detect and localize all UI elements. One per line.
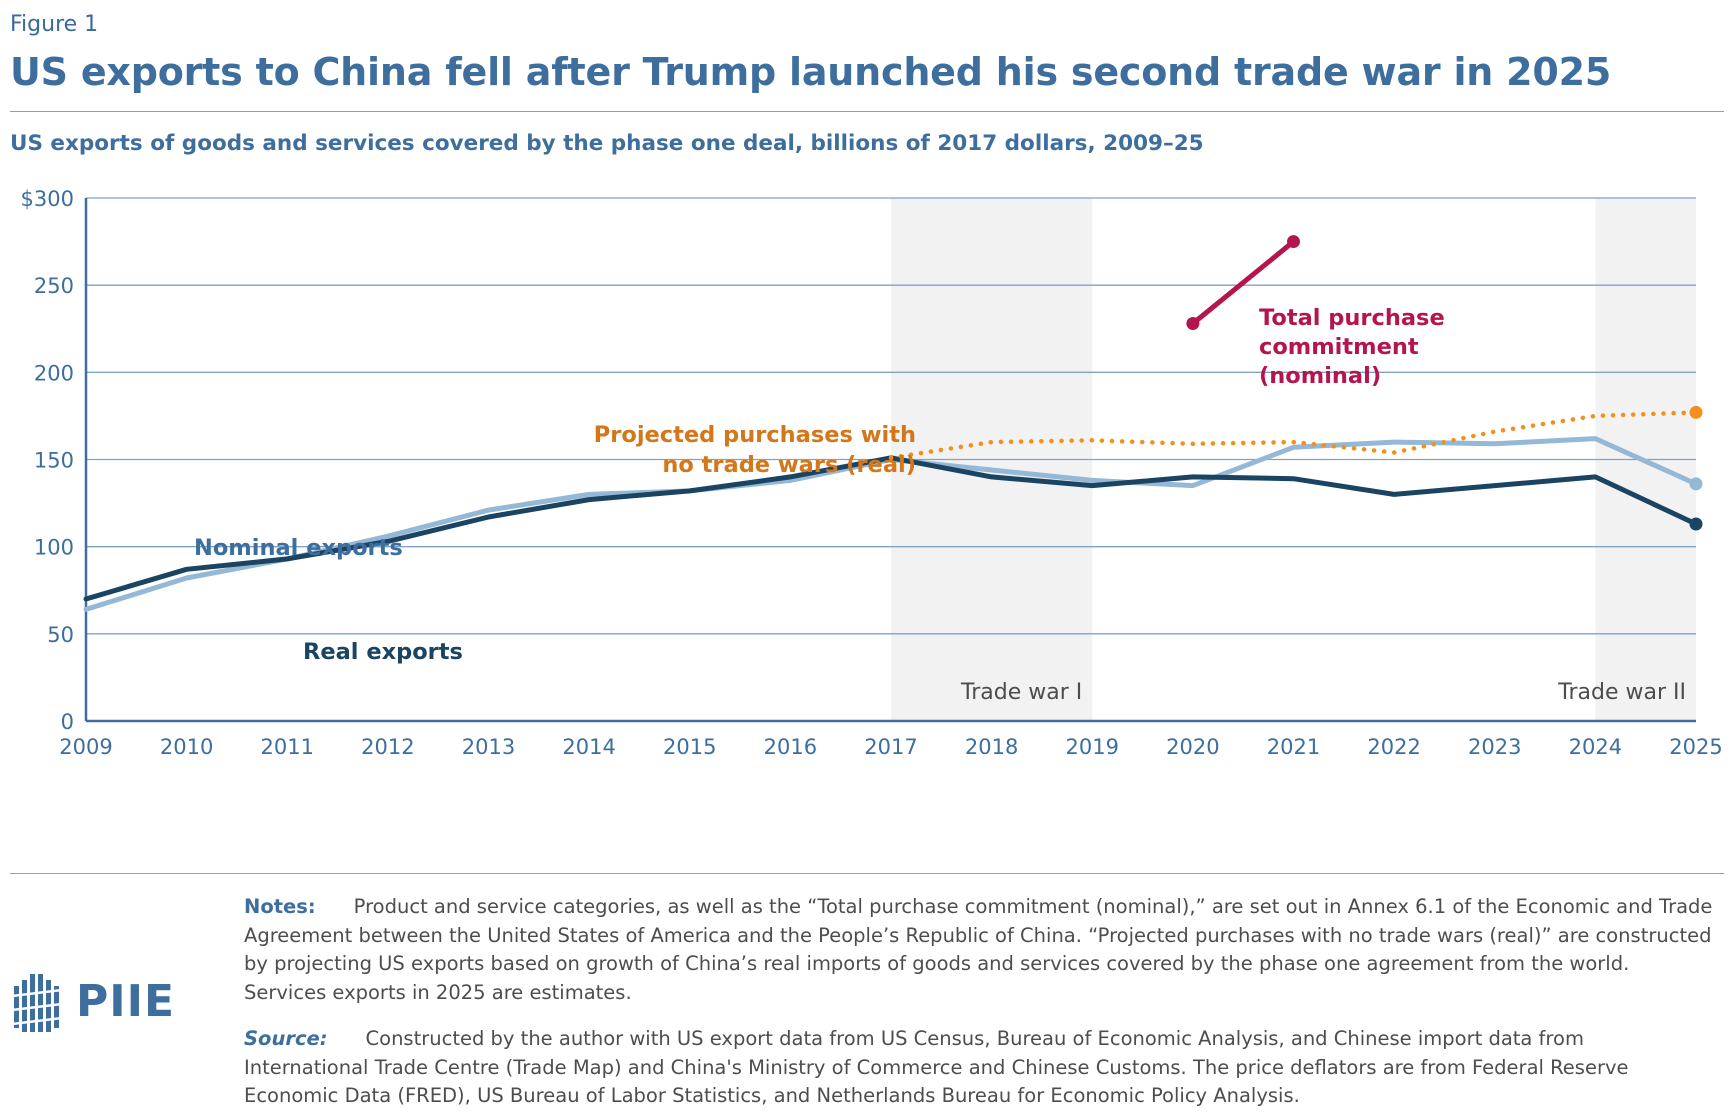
x-tick-label: 2018 — [965, 735, 1018, 759]
figure-label: Figure 1 — [10, 12, 99, 37]
series-lines — [83, 235, 1703, 612]
series-labels: Nominal exports Real exports Projected pur… — [194, 305, 1445, 665]
x-tick-label: 2021 — [1267, 735, 1320, 759]
x-tick-label: 2023 — [1468, 735, 1521, 759]
x-tick-label: 2017 — [864, 735, 917, 759]
series-end-marker-3 — [1689, 405, 1703, 419]
y-tick-label: $300 — [21, 187, 74, 211]
source-label: Source: — [244, 1027, 328, 1050]
y-tick-label: 200 — [34, 361, 74, 385]
x-tick-label: 2014 — [562, 735, 615, 759]
x-tick-label: 2025 — [1669, 735, 1722, 759]
series-label-real-exports: Real exports — [303, 639, 463, 665]
source-text: Constructed by the author with US export… — [244, 1027, 1629, 1107]
chart-title: US exports to China fell after Trump lau… — [10, 50, 1612, 94]
x-tick-label: 2013 — [462, 735, 515, 759]
series-end-marker-1 — [1689, 477, 1703, 491]
source: Source: Constructed by the author with US… — [244, 1025, 1714, 1111]
x-tick-label: 2019 — [1066, 735, 1119, 759]
x-tick-label: 2009 — [59, 735, 112, 759]
x-tick-label: 2024 — [1569, 735, 1622, 759]
x-tick-label: 2020 — [1166, 735, 1219, 759]
title-divider — [10, 111, 1724, 112]
x-tick-label: 2011 — [261, 735, 314, 759]
series-start-marker-4 — [1186, 317, 1200, 331]
axes: 0 50 100 150 200 250 $300 2009 2010 2011 2012 2013 2… — [21, 187, 1723, 759]
x-tick-label: 2015 — [663, 735, 716, 759]
y-tick-label: 100 — [34, 536, 74, 560]
series-line-4 — [1190, 239, 1296, 326]
chart-subtitle: US exports of goods and services covered… — [10, 131, 1204, 156]
shaded-period-label-1: Trade war I — [960, 680, 1082, 705]
y-tick-label: 150 — [34, 449, 74, 473]
y-tick-label: 250 — [34, 274, 74, 298]
y-tick-label: 0 — [61, 710, 74, 734]
series-line-3 — [888, 410, 1699, 461]
piie-logo-icon — [12, 974, 63, 1032]
series-label-total-purchase-commitment: Total purchase commitment (nominal) — [1259, 305, 1445, 389]
series-label-nominal-exports: Nominal exports — [194, 535, 403, 561]
notes: Notes: Product and service categories, as… — [244, 893, 1714, 1007]
series-end-marker-2 — [1689, 517, 1703, 531]
notes-text: Product and service categories, as well … — [244, 895, 1713, 1004]
shaded-period-label-2: Trade war II — [1557, 680, 1686, 705]
piie-logo-text: PIIE — [76, 976, 176, 1027]
series-end-marker-4 — [1287, 235, 1300, 249]
y-tick-label: 50 — [47, 623, 74, 647]
x-tick-label: 2010 — [160, 735, 213, 759]
notes-label: Notes: — [244, 895, 316, 918]
x-tick-label: 2012 — [361, 735, 414, 759]
x-tick-label: 2016 — [764, 735, 817, 759]
series-label-projected-purchases: Projected purchases with no trade wars (r… — [594, 422, 916, 478]
notes-divider — [10, 873, 1724, 874]
x-tick-label: 2022 — [1367, 735, 1420, 759]
line-chart: Trade war I Trade war II 0 50 100 150 200 250 $… — [21, 187, 1723, 759]
